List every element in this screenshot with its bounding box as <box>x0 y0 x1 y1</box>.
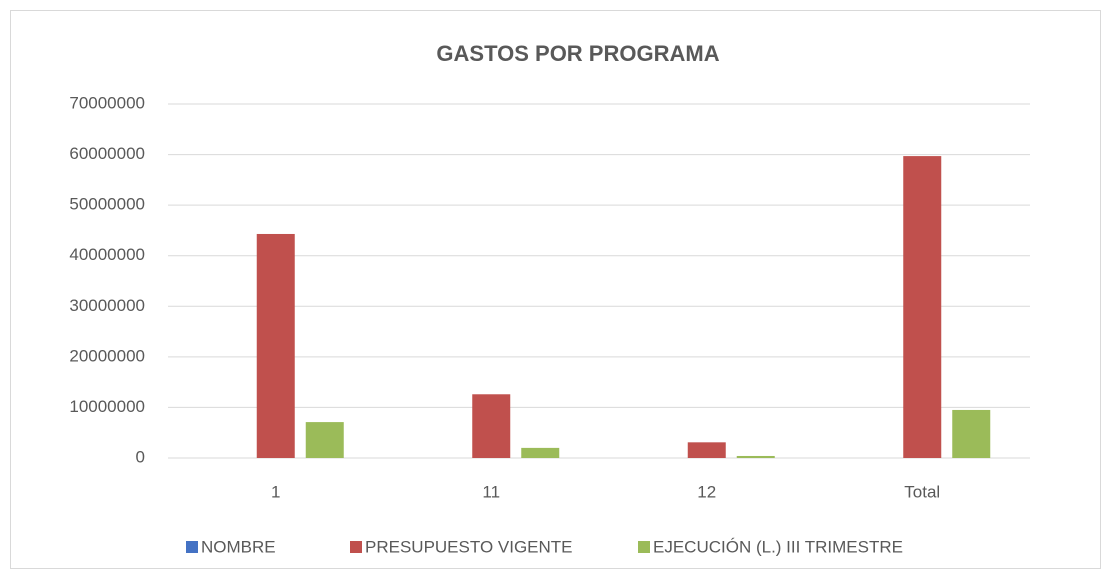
y-tick-label: 70000000 <box>69 93 145 112</box>
bar <box>521 447 560 458</box>
chart-title: GASTOS POR PROGRAMA <box>436 41 719 66</box>
y-tick-label: 20000000 <box>69 346 145 365</box>
bar <box>903 156 942 459</box>
bar <box>736 455 775 458</box>
x-tick-label: 11 <box>482 482 500 501</box>
bar <box>472 394 511 458</box>
y-tick-label: 40000000 <box>69 245 145 264</box>
legend-label: EJECUCIÓN (L.) III TRIMESTRE <box>653 537 903 556</box>
x-tick-label: Total <box>904 482 940 501</box>
y-tick-label: 30000000 <box>69 296 145 315</box>
legend-swatch <box>186 541 198 553</box>
bar <box>687 442 726 458</box>
y-tick-label: 60000000 <box>69 144 145 163</box>
x-tick-label: 1 <box>271 482 280 501</box>
y-tick-label: 10000000 <box>69 397 145 416</box>
bar <box>305 422 344 458</box>
x-tick-label: 12 <box>697 482 716 501</box>
legend-swatch <box>638 541 650 553</box>
y-tick-label: 50000000 <box>69 195 145 214</box>
y-tick-label: 0 <box>136 447 145 466</box>
bar <box>952 409 991 458</box>
legend-swatch <box>350 541 362 553</box>
legend-label: NOMBRE <box>201 537 276 556</box>
bar <box>256 233 295 458</box>
legend-label: PRESUPUESTO VIGENTE <box>365 537 573 556</box>
